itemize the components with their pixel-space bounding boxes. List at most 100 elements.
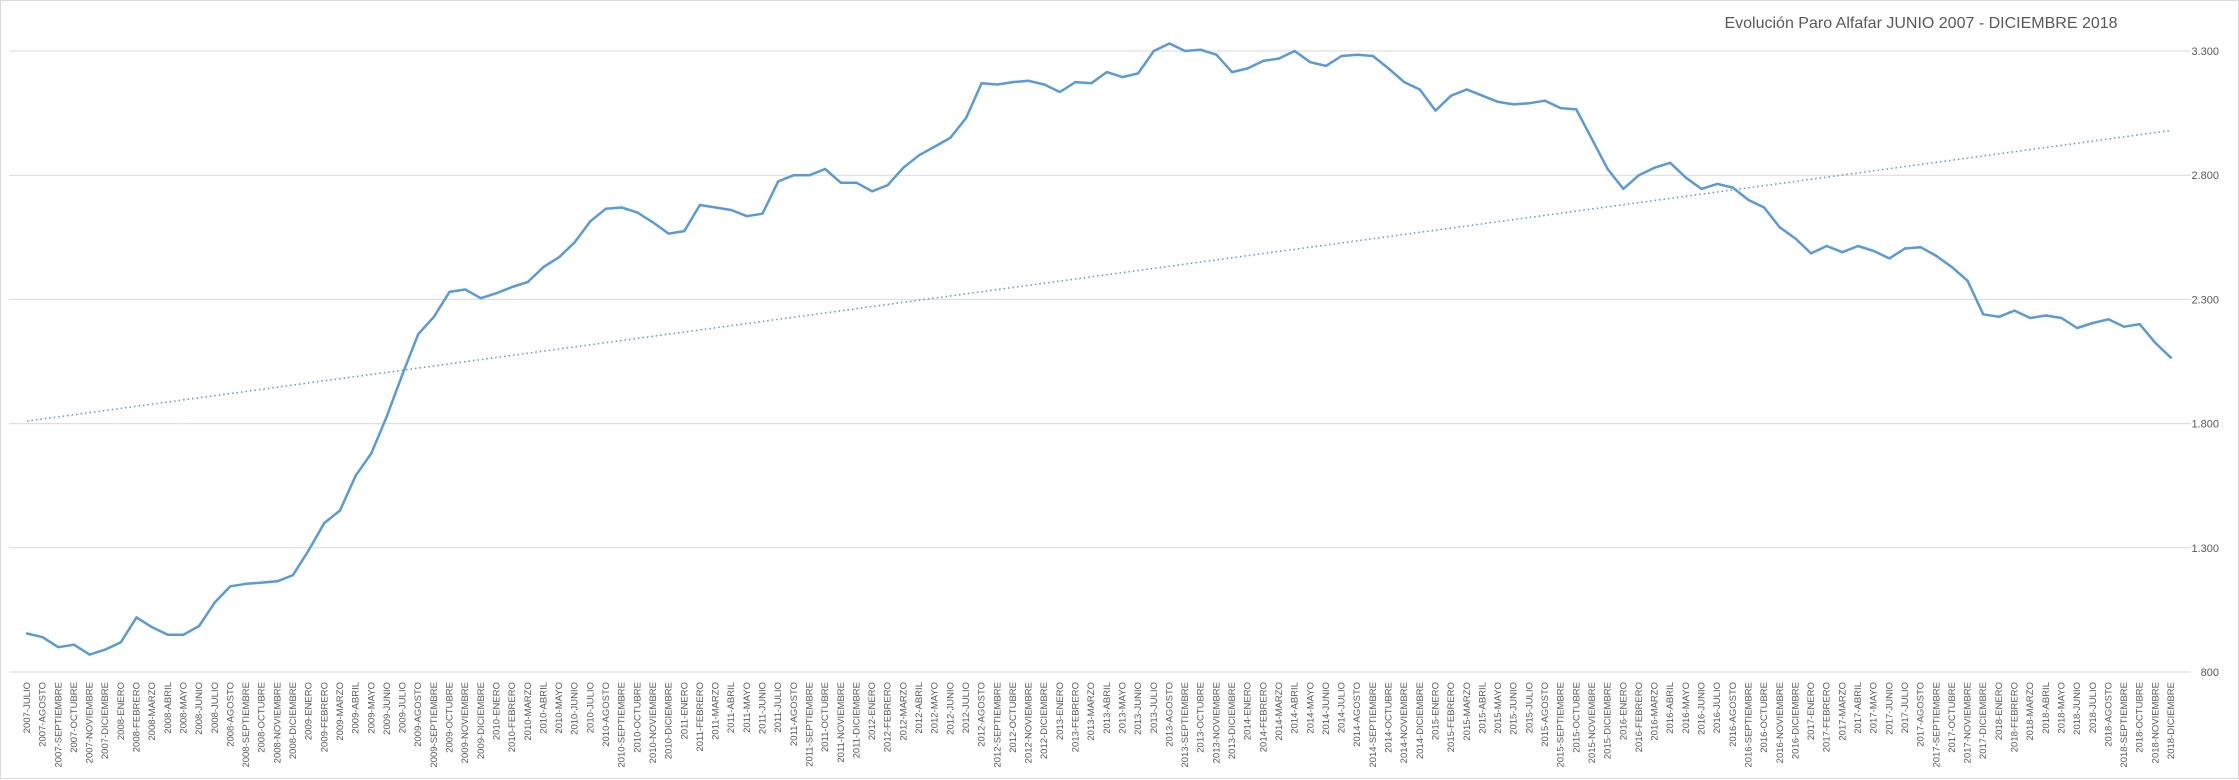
x-tick-label: 2018-MARZO	[2025, 682, 2036, 741]
x-tick-label: 2017-ABRIL	[1853, 682, 1864, 734]
data-point	[510, 285, 514, 289]
x-tick-label: 2014-DICIEMBRE	[1415, 682, 1426, 759]
x-tick-label: 2010-SEPTIEMBRE	[617, 682, 628, 768]
x-tick-label: 2017-MARZO	[1837, 682, 1848, 741]
data-point	[1324, 64, 1328, 68]
x-tick-label: 2015-SEPTIEMBRE	[1556, 682, 1567, 768]
data-point	[1183, 49, 1187, 53]
x-tick-label: 2012-SEPTIEMBRE	[992, 682, 1003, 768]
data-point	[25, 632, 29, 635]
data-point	[338, 509, 342, 512]
data-point	[1590, 137, 1594, 141]
data-point	[72, 643, 76, 646]
x-tick-label: 2012-MARZO	[898, 682, 909, 741]
data-point	[1762, 206, 1766, 209]
data-point	[1559, 106, 1562, 110]
x-tick-label: 2007-DICIEMBRE	[100, 682, 111, 759]
data-point	[1371, 54, 1375, 58]
x-tick-label: 2008-OCTUBRE	[257, 682, 268, 753]
data-point	[1465, 88, 1468, 91]
data-point	[667, 232, 670, 235]
x-tick-label: 2012-JULIO	[961, 682, 972, 733]
data-point	[745, 214, 749, 218]
data-point	[2091, 321, 2094, 325]
x-tick-label: 2015-ABRIL	[1477, 682, 1488, 734]
data-point	[291, 573, 295, 577]
x-tick-label: 2013-ABRIL	[1102, 682, 1113, 734]
x-tick-label: 2011-AGOSTO	[789, 682, 800, 746]
x-tick-label: 2011-JULIO	[773, 682, 784, 733]
x-tick-label: 2018-MAYO	[2056, 682, 2067, 734]
data-point	[1982, 313, 1985, 316]
data-point	[182, 633, 185, 636]
data-point	[1637, 174, 1641, 177]
x-tick-label: 2009-JUNIO	[382, 682, 393, 735]
x-tick-label: 2016-JULIO	[1712, 682, 1723, 733]
x-tick-label: 2008-ENERO	[116, 682, 127, 740]
data-point	[730, 208, 733, 212]
data-point	[1262, 59, 1265, 63]
data-point	[1027, 79, 1030, 83]
data-point	[1246, 67, 1249, 70]
data-point	[1997, 315, 2001, 318]
data-point	[479, 296, 483, 300]
trendline	[26, 129, 2172, 422]
data-point	[323, 521, 326, 525]
data-point	[870, 190, 874, 193]
x-tick-label: 2013-SEPTIEMBRE	[1180, 682, 1191, 768]
data-point	[354, 474, 357, 477]
x-tick-label: 2014-NOVIEMBRE	[1399, 682, 1410, 763]
x-tick-label: 2016-ENERO	[1618, 682, 1629, 740]
x-tick-label: 2015-OCTUBRE	[1571, 682, 1582, 753]
x-tick-label: 2011-JUNIO	[758, 682, 769, 734]
x-tick-label: 2009-OCTUBRE	[445, 682, 456, 753]
data-point	[1058, 90, 1062, 94]
x-tick-label: 2015-NOVIEMBRE	[1587, 682, 1598, 763]
x-tick-label: 2011-ABRIL	[726, 682, 737, 733]
x-tick-label: 2015-ENERO	[1430, 682, 1441, 740]
data-point	[589, 219, 592, 223]
data-point	[1168, 42, 1171, 45]
data-point	[1543, 99, 1547, 102]
data-point	[1089, 82, 1093, 85]
x-tick-label: 2010-MARZO	[523, 682, 534, 741]
x-tick-label: 2017-ENERO	[1806, 682, 1817, 740]
x-tick-label: 2007-AGOSTO	[38, 682, 49, 747]
data-point	[917, 154, 921, 157]
x-tick-label: 2017-DICIEMBRE	[1978, 682, 1989, 759]
x-tick-label: 2010-ENERO	[491, 682, 502, 740]
x-tick-label: 2018-NOVIEMBRE	[2150, 682, 2161, 763]
data-point	[1684, 176, 1688, 179]
x-tick-label: 2015-FEBRERO	[1446, 682, 1457, 752]
data-point	[1919, 246, 1922, 249]
data-point	[385, 414, 389, 418]
x-tick-label: 2010-MAYO	[554, 682, 565, 734]
y-tick-label: 1.300	[2191, 543, 2219, 555]
series-line	[26, 42, 2172, 656]
data-point	[1856, 244, 1860, 248]
x-tick-label: 2017-OCTUBRE	[1947, 682, 1958, 753]
x-tick-label: 2007-JULIO	[22, 682, 33, 733]
data-point	[1105, 70, 1109, 74]
data-point	[213, 601, 216, 604]
y-tick-label: 2.300	[2191, 294, 2219, 306]
chart-title: Evolución Paro Alfafar JUNIO 2007 - DICI…	[1724, 15, 2118, 32]
data-point	[964, 116, 968, 120]
x-tick-label: 2013-MARZO	[1086, 682, 1097, 741]
data-point	[2169, 356, 2173, 359]
x-tick-label: 2017-FEBRERO	[1822, 682, 1833, 752]
x-tick-label: 2017-JUNIO	[1884, 682, 1895, 735]
x-tick-label: 2014-JULIO	[1337, 682, 1348, 733]
x-tick-label: 2013-MAYO	[1117, 682, 1128, 734]
data-point	[135, 616, 138, 619]
data-point	[1966, 279, 1969, 282]
series-layer	[25, 42, 2173, 656]
x-tick-label: 2010-JULIO	[585, 682, 596, 733]
x-tick-label: 2008-NOVIEMBRE	[272, 682, 283, 763]
x-tick-label: 2015-JUNIO	[1509, 682, 1520, 735]
data-point	[1356, 53, 1359, 56]
x-tick-label: 2013-FEBRERO	[1071, 682, 1082, 752]
data-point	[651, 221, 655, 224]
x-tick-label: 2016-AGOSTO	[1728, 682, 1739, 747]
data-point	[1528, 101, 1531, 105]
